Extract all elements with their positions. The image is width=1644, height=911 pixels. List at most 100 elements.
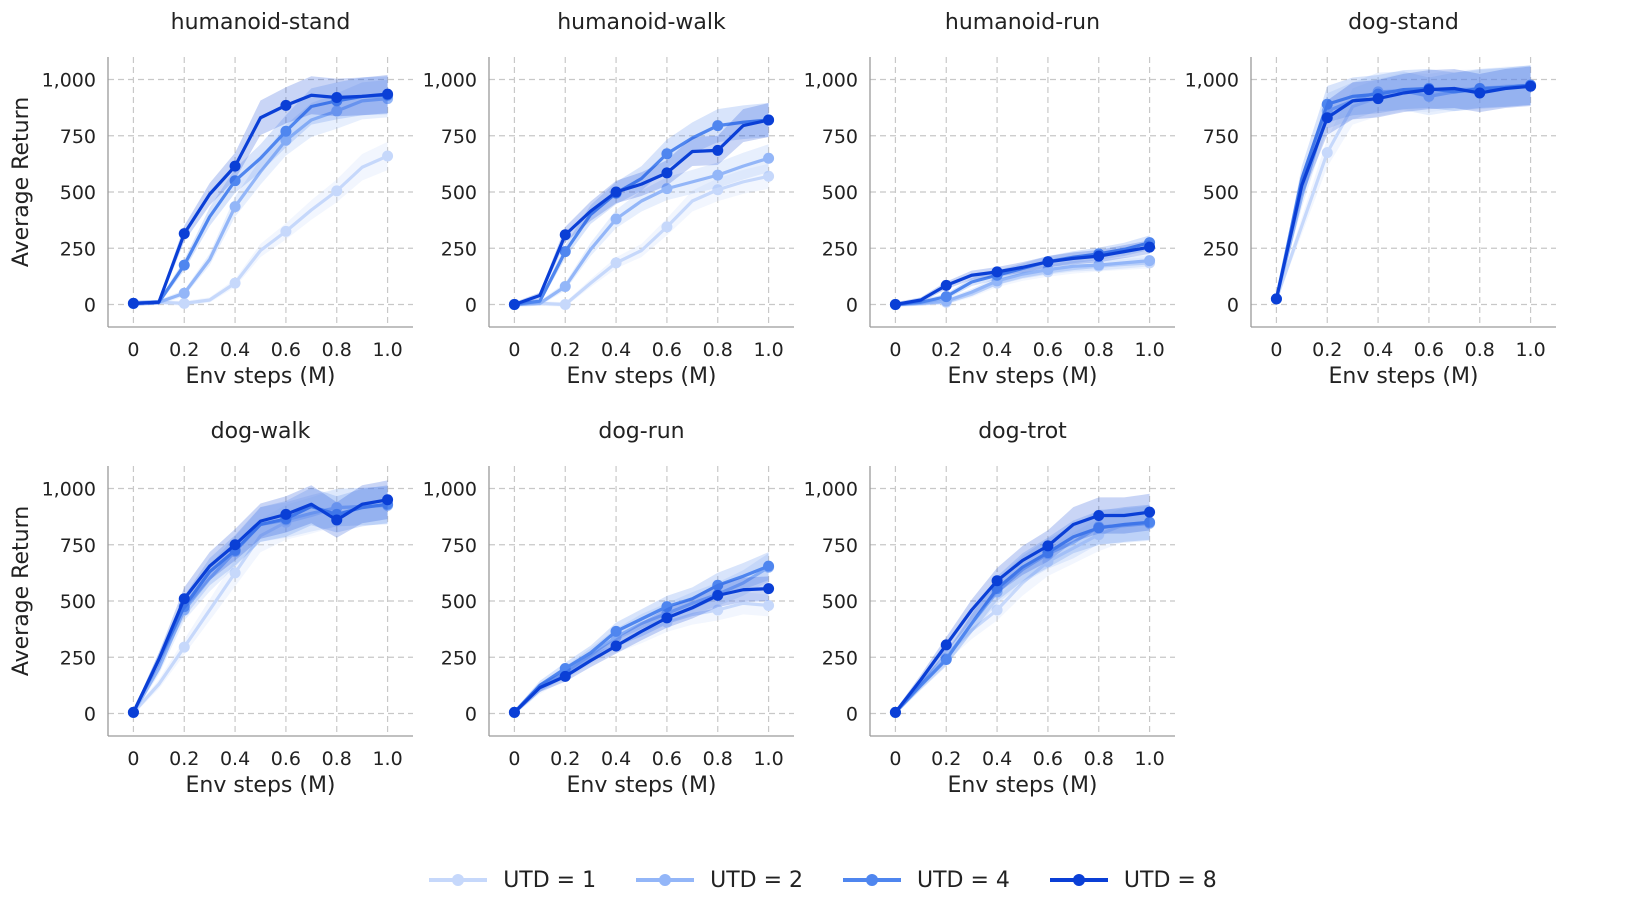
data-point	[229, 160, 241, 172]
figure: 0 0.2 0.4 0.6 0.8 1.0 0 250 500 750 1,000 humanoid-…	[9, 10, 1556, 798]
data-point	[991, 575, 1003, 587]
data-point	[1270, 293, 1282, 305]
panel-dog-walk: 0 0.2 0.4 0.6 0.8 1.0 0 250 500 750 1,000 dog-walk E…	[9, 419, 413, 798]
series-utd-8	[127, 75, 394, 309]
panel-dog-stand: 0 0.2 0.4 0.6 0.8 1.0 0 250 500 750 1,000 dog-stand…	[1185, 10, 1556, 389]
data-point	[559, 246, 571, 258]
x-tick-label: 1.0	[1515, 339, 1545, 361]
data-point	[763, 152, 775, 164]
series-utd-8	[508, 102, 775, 310]
panel-humanoid-walk: 0 0.2 0.4 0.6 0.8 1.0 0 250 500 750 1,000 humanoid-…	[423, 10, 794, 389]
x-tick-label: 0.4	[220, 339, 250, 361]
confidence-band	[895, 257, 1150, 307]
series-line	[133, 97, 388, 305]
data-point	[763, 583, 775, 595]
data-point	[1042, 256, 1054, 268]
data-point	[610, 186, 622, 198]
x-tick-label: 1.0	[753, 339, 783, 361]
data-point	[229, 539, 241, 551]
series-utd-8	[889, 240, 1156, 310]
data-point	[1144, 516, 1156, 528]
data-point	[280, 134, 292, 146]
data-point	[280, 125, 292, 137]
data-point	[1321, 112, 1333, 124]
y-tick-label: 1,000	[804, 479, 858, 501]
confidence-band	[1276, 66, 1531, 302]
data-point	[178, 287, 190, 299]
y-tick-label: 0	[846, 704, 858, 726]
x-axis-label: Env steps (M)	[1328, 364, 1478, 389]
x-tick-label: 0.4	[982, 748, 1012, 770]
panel-title: dog-trot	[978, 419, 1067, 444]
data-point	[508, 706, 520, 718]
x-tick-label: 0.8	[322, 748, 352, 770]
data-point	[382, 88, 394, 100]
y-tick-label: 0	[465, 295, 477, 317]
y-tick-label: 250	[1203, 238, 1239, 260]
x-tick-label: 0.2	[1312, 339, 1342, 361]
y-tick-label: 1,000	[423, 479, 477, 501]
data-point	[1144, 255, 1156, 267]
x-tick-label: 0.6	[271, 748, 301, 770]
y-tick-label: 750	[822, 126, 858, 148]
x-tick-label: 0	[127, 339, 139, 361]
data-point	[610, 640, 622, 652]
x-tick-label: 1.0	[1134, 748, 1164, 770]
confidence-band	[133, 486, 388, 715]
data-point	[610, 625, 622, 637]
x-tick-label: 0.2	[550, 748, 580, 770]
data-point	[1474, 87, 1486, 99]
x-tick-label: 0	[508, 339, 520, 361]
data-point	[178, 593, 190, 605]
data-point	[712, 604, 724, 616]
x-tick-label: 0.8	[703, 339, 733, 361]
x-tick-label: 0	[889, 339, 901, 361]
y-tick-label: 0	[1227, 295, 1239, 317]
x-tick-label: 0.4	[601, 339, 631, 361]
x-tick-label: 0.2	[550, 339, 580, 361]
x-axis-label: Env steps (M)	[947, 773, 1097, 798]
y-tick-label: 500	[1203, 182, 1239, 204]
y-tick-label: 0	[846, 295, 858, 317]
data-point	[178, 641, 190, 653]
y-tick-label: 1,000	[1185, 70, 1239, 92]
x-tick-label: 0.8	[1084, 339, 1114, 361]
legend-item-utd2: UTD = 2	[634, 868, 803, 893]
panel-title: humanoid-walk	[557, 10, 726, 35]
y-tick-label: 0	[465, 704, 477, 726]
data-point	[559, 670, 571, 682]
y-tick-label: 250	[441, 238, 477, 260]
data-point	[610, 213, 622, 225]
series-line	[513, 118, 769, 307]
x-axis-label: Env steps (M)	[185, 773, 335, 798]
data-point	[1321, 147, 1333, 159]
x-tick-label: 1.0	[372, 339, 402, 361]
data-point	[1042, 540, 1054, 552]
x-tick-label: 0.8	[703, 748, 733, 770]
data-point	[940, 639, 952, 651]
data-point	[712, 169, 724, 181]
series-line	[1274, 84, 1531, 300]
y-tick-label: 750	[60, 535, 96, 557]
series-line	[895, 259, 1150, 307]
data-point	[1372, 93, 1384, 105]
series-line	[1274, 83, 1531, 300]
legend-swatch-utd8	[1049, 874, 1108, 886]
data-point	[610, 257, 622, 269]
data-point	[559, 299, 571, 310]
series-line	[131, 502, 388, 714]
series-utd-8	[889, 493, 1156, 718]
data-point	[508, 299, 520, 310]
series-line	[133, 93, 388, 305]
y-tick-label: 250	[822, 647, 858, 669]
confidence-band	[895, 504, 1150, 715]
y-tick-label: 250	[60, 238, 96, 260]
y-axis-label: Average Return	[9, 506, 34, 676]
series-utd-1	[127, 141, 394, 309]
series-line	[514, 118, 769, 307]
series-line	[514, 156, 770, 307]
data-point	[331, 92, 343, 103]
x-tick-label: 0.2	[169, 748, 199, 770]
y-axis-label: Average Return	[9, 97, 34, 267]
x-tick-label: 0.6	[1033, 339, 1063, 361]
